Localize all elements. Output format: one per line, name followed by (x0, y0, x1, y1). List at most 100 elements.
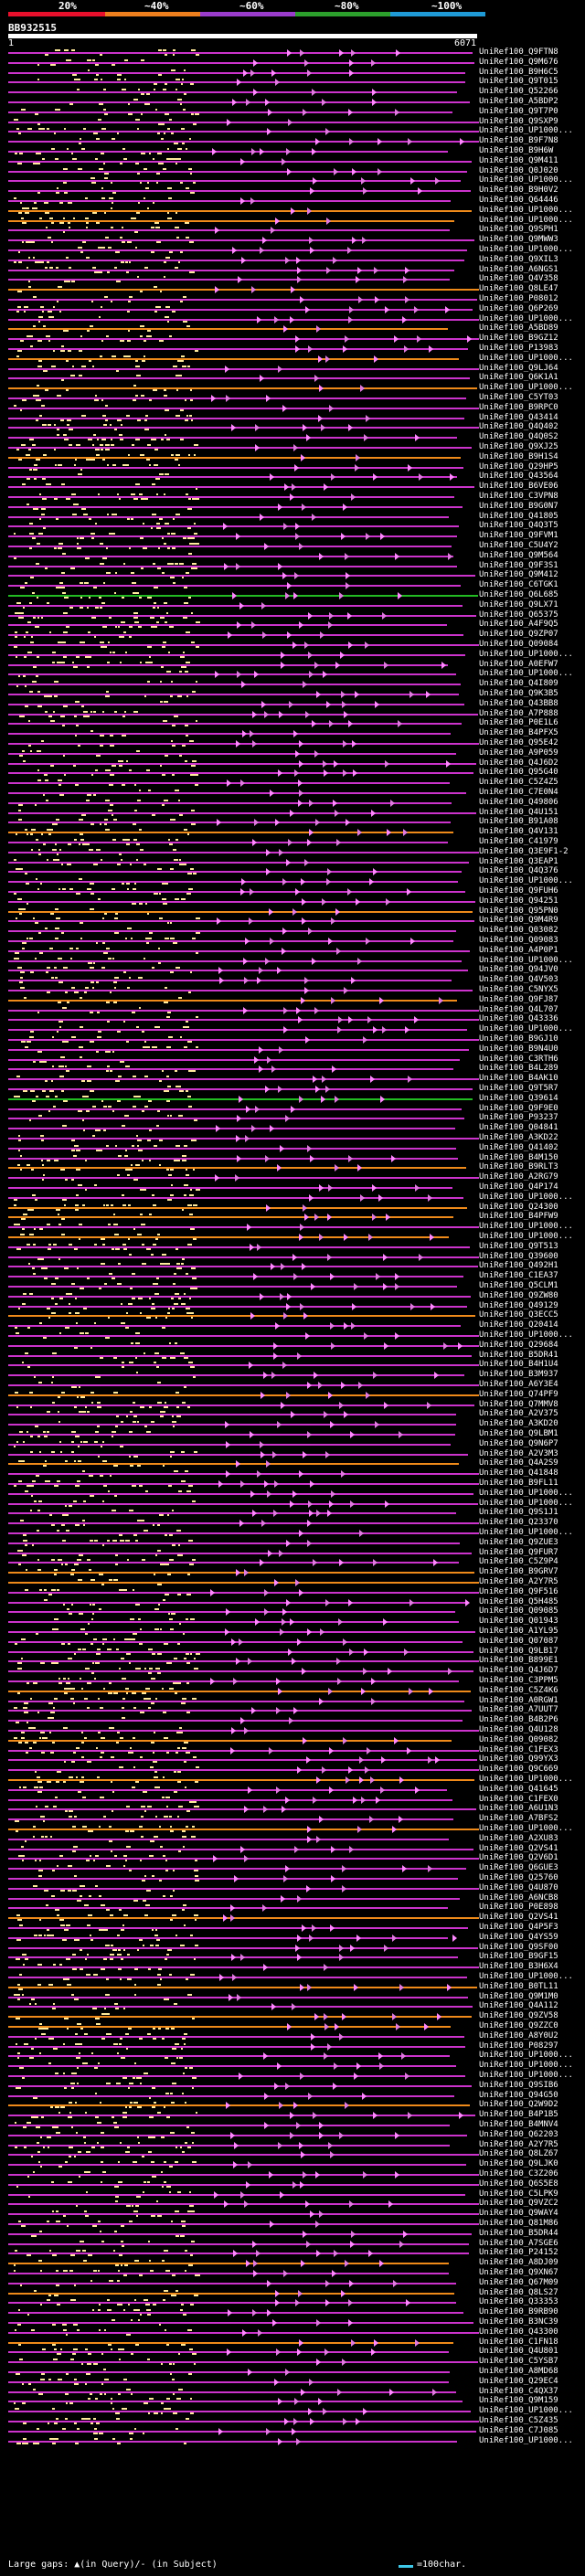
hit-row[interactable] (8, 1924, 468, 1932)
hit-row[interactable] (8, 514, 449, 521)
hit-row[interactable] (8, 2250, 469, 2257)
hit-label[interactable]: UniRef100_B4B2P6 (479, 1715, 558, 1724)
hit-row[interactable] (8, 1145, 456, 1152)
hit-row[interactable] (8, 306, 473, 313)
hit-row[interactable] (8, 1016, 479, 1023)
hit-label[interactable]: UniRef100_Q25760 (479, 1873, 558, 1882)
hit-label[interactable]: UniRef100_B9RPC0 (479, 403, 558, 412)
hit-row[interactable] (8, 1036, 479, 1044)
hit-label[interactable]: UniRef100_A4F9Q5 (479, 620, 558, 629)
hit-row[interactable] (8, 1826, 479, 1833)
hit-row[interactable] (8, 602, 463, 610)
hit-label[interactable]: UniRef100_B4P1B5 (479, 2110, 558, 2119)
hit-row[interactable] (8, 641, 479, 649)
hit-row[interactable] (8, 1846, 473, 1853)
hit-label[interactable]: UniRef100_B3M937 (479, 1370, 558, 1379)
hit-row[interactable] (8, 2003, 473, 2010)
hit-row[interactable] (8, 1362, 479, 1369)
hit-row[interactable] (8, 1974, 467, 1981)
hit-row[interactable] (8, 1046, 469, 1054)
hit-label[interactable]: UniRef100_C1EA37 (479, 1271, 558, 1280)
hit-label[interactable]: UniRef100_C5NYX5 (479, 985, 558, 994)
hit-row[interactable] (8, 720, 462, 727)
hit-label[interactable]: UniRef100_Q9XN67 (479, 2268, 558, 2277)
hit-label[interactable]: UniRef100_Q39614 (479, 1094, 558, 1103)
hit-label[interactable]: UniRef100_A7UUT7 (479, 1705, 558, 1714)
hit-label[interactable]: UniRef100_Q0J020 (479, 166, 558, 175)
hit-row[interactable] (8, 631, 463, 639)
hit-label[interactable]: UniRef100_UP1000... (479, 383, 573, 392)
hit-label[interactable]: UniRef100_Q29EC4 (479, 2377, 558, 2386)
hit-row[interactable] (8, 227, 450, 234)
hit-row[interactable] (8, 2181, 479, 2189)
hit-row[interactable] (8, 69, 465, 77)
hit-label[interactable]: UniRef100_Q01943 (479, 1617, 558, 1626)
hit-row[interactable] (8, 2299, 456, 2306)
hit-label[interactable]: UniRef100_Q9VZC2 (479, 2199, 558, 2208)
hit-label[interactable]: UniRef100_Q9S1J1 (479, 1508, 558, 1517)
hit-label[interactable]: UniRef100_P08297 (479, 2041, 558, 2051)
hit-row[interactable] (8, 1204, 467, 1212)
hit-row[interactable] (8, 691, 459, 698)
hit-label[interactable]: UniRef100_Q67M09 (479, 2278, 558, 2287)
hit-label[interactable]: UniRef100_Q07087 (479, 1637, 558, 1646)
hit-label[interactable]: UniRef100_A2Y7R5 (479, 2140, 558, 2149)
hit-label[interactable]: UniRef100_Q5H485 (479, 1597, 558, 1606)
hit-row[interactable] (8, 138, 479, 145)
hit-label[interactable]: UniRef100_Q6S5E8 (479, 2179, 558, 2189)
hit-row[interactable] (8, 2231, 472, 2238)
hit-row[interactable] (8, 2132, 467, 2139)
hit-label[interactable]: UniRef100_UP1000... (479, 2061, 573, 2070)
hit-label[interactable]: UniRef100_UP1000... (479, 1489, 573, 1498)
hit-row[interactable] (8, 1737, 452, 1744)
hit-label[interactable]: UniRef100_Q6K1A1 (479, 373, 558, 382)
hit-row[interactable] (8, 819, 451, 826)
hit-label[interactable]: UniRef100_C5YT03 (479, 393, 558, 402)
hit-label[interactable]: UniRef100_Q94251 (479, 896, 558, 906)
hit-label[interactable]: UniRef100_Q9ZUE3 (479, 1538, 558, 1547)
hit-row[interactable] (8, 592, 478, 599)
hit-label[interactable]: UniRef100_Q9F516 (479, 1587, 558, 1596)
hit-label[interactable]: UniRef100_Q9C669 (479, 1765, 558, 1774)
hit-label[interactable]: UniRef100_Q4P5F3 (479, 1923, 558, 1932)
hit-label[interactable]: UniRef100_Q94G50 (479, 2091, 558, 2100)
hit-row[interactable] (8, 1460, 459, 1468)
hit-row[interactable] (8, 1273, 463, 1280)
hit-row[interactable] (8, 1935, 457, 1942)
hit-row[interactable] (8, 1994, 468, 2001)
hit-label[interactable]: UniRef100_UP1000... (479, 1193, 573, 1202)
hit-label[interactable]: UniRef100_Q5CLM1 (479, 1281, 558, 1290)
hit-label[interactable]: UniRef100_Q9LBM1 (479, 1429, 558, 1438)
hit-label[interactable]: UniRef100_Q49129 (479, 1301, 558, 1310)
hit-label[interactable]: UniRef100_B9RB90 (479, 2307, 558, 2316)
hit-row[interactable] (8, 1786, 447, 1794)
hit-label[interactable]: UniRef100_Q9ZV58 (479, 2011, 558, 2020)
hit-label[interactable]: UniRef100_B9GZ12 (479, 334, 558, 343)
hit-row[interactable] (8, 928, 456, 935)
hit-label[interactable]: UniRef100_Q4L707 (479, 1005, 558, 1014)
hit-label[interactable]: UniRef100_Q09085 (479, 1606, 558, 1616)
hit-row[interactable] (8, 612, 476, 620)
hit-row[interactable] (8, 533, 457, 540)
hit-row[interactable] (8, 79, 465, 86)
hit-row[interactable] (8, 2221, 479, 2228)
hit-label[interactable]: UniRef100_A7SGE6 (479, 2239, 558, 2248)
hit-row[interactable] (8, 898, 475, 906)
hit-row[interactable] (8, 582, 461, 589)
hit-label[interactable]: UniRef100_Q81M86 (479, 2219, 558, 2228)
hit-label[interactable]: UniRef100_A2V3M3 (479, 1449, 558, 1458)
hit-label[interactable]: UniRef100_Q20414 (479, 1320, 558, 1330)
hit-row[interactable] (8, 2122, 450, 2129)
hit-label[interactable]: UniRef100_Q95G40 (479, 768, 558, 777)
hit-label[interactable]: UniRef100_A3KD20 (479, 1419, 558, 1428)
hit-row[interactable] (8, 1865, 466, 1872)
hit-label[interactable]: UniRef100_UP1000... (479, 1024, 573, 1034)
hit-label[interactable]: UniRef100_Q09083 (479, 936, 558, 945)
hit-row[interactable] (8, 1372, 464, 1379)
hit-label[interactable]: UniRef100_C5Z435 (479, 2416, 558, 2425)
hit-label[interactable]: UniRef100_C5Z9P4 (479, 1557, 558, 1566)
hit-label[interactable]: UniRef100_Q2V6D1 (479, 1853, 558, 1862)
hit-label[interactable]: UniRef100_Q9LJK0 (479, 2159, 558, 2168)
hit-row[interactable] (8, 1500, 478, 1508)
hit-row[interactable] (8, 1263, 478, 1270)
